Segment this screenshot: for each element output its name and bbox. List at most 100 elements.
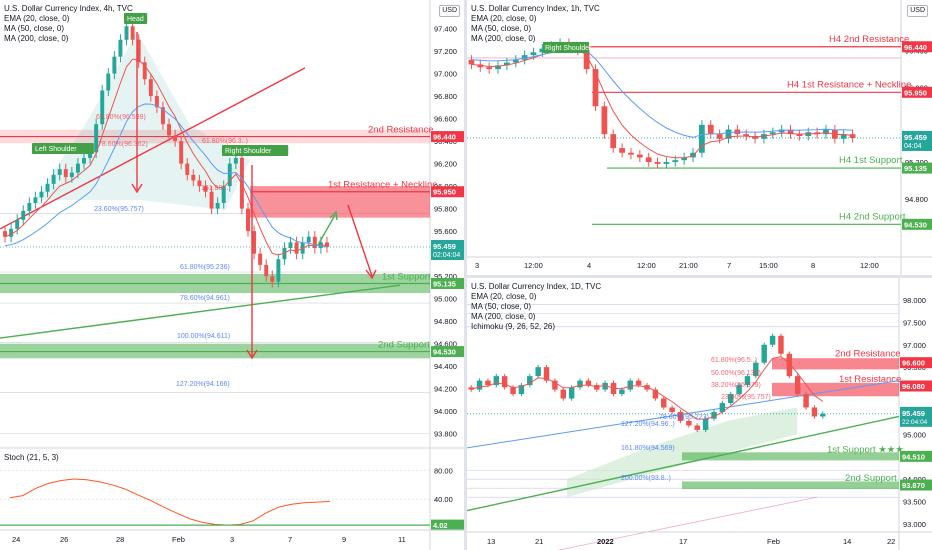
price-tag-bg [431,131,464,143]
h1-candle [654,162,661,164]
currency-badge[interactable]: USD [907,5,928,17]
x-tick-label: 3 [230,535,234,544]
neckline-trendline [0,284,401,339]
chart-panel-4h[interactable]: 97.40097.20097.00096.80096.60096.40096.2… [0,0,464,550]
d1-candle [476,380,483,390]
currency-badge[interactable]: USD [439,5,460,17]
h4-candle [57,169,62,175]
y-tick-label: 96.600 [434,115,457,124]
h1-candle [645,157,652,163]
d1-candle [602,382,608,390]
h4-candle [258,253,263,265]
x-tick-label: 12:00 [637,261,656,270]
d1-candle [527,376,533,386]
y-tick-label: 97.400 [434,25,457,34]
legend-ema: EMA (20, close, 0) [4,14,70,23]
chart-1d-legend: U.S. Dollar Currency Index, 1D, TVC EMA … [471,282,601,332]
h4-candle [276,259,281,282]
h4-candle [51,174,56,184]
price-tag-bg [900,450,932,462]
target-arrow-head [246,349,258,360]
legend-ma50: MA (50, close, 0) [4,24,65,33]
chart-panel-1d[interactable]: 98.00097.50097.00096.50095.50095.00094.5… [467,278,932,550]
d1-candle [585,380,592,386]
x-tick-label: 7 [727,261,731,270]
d1-candle [543,367,550,381]
chart-4h-canvas[interactable]: 97.40097.20097.00096.80096.60096.40096.2… [0,0,464,550]
y-tick-label: 95.600 [434,227,457,236]
d1-candle [744,376,751,386]
price-tag: 93.870 [902,481,925,490]
stoch-label: Stoch (21, 5, 3) [4,453,59,462]
h4-candle [3,231,8,237]
h4-candle [100,90,105,125]
legend-ema: EMA (20, close, 0) [471,292,537,301]
h4-candle [191,174,196,181]
last-price-tag-bg [902,130,932,151]
y-tick-label: 94.600 [434,340,457,349]
d1-candle [518,385,525,395]
h4-candle [282,248,287,260]
fib-label: 161.80%(94.569) [621,445,675,452]
h1-candle [690,152,696,158]
d1-candle [711,411,717,419]
d1-candle [736,385,742,395]
h4-candle [160,107,165,125]
h4-candle [312,236,317,249]
price-tag-bg [431,186,464,198]
panel-divider-vertical [464,0,467,550]
level-label: H4 2nd Resistance [829,34,909,45]
price-tag-bg [431,277,464,289]
x-tick-label: 13 [487,537,495,546]
ema-line [4,58,328,256]
h4-candle [106,73,111,91]
y-tick-label: 93.000 [903,520,926,529]
h1-candle [610,134,617,149]
ma50-line [4,103,328,248]
chart-1d-canvas[interactable]: 98.00097.50097.00096.50095.50095.00094.5… [467,278,932,550]
fib-label: 78.60%(96.362) [98,141,148,148]
pattern-label: Right Shoulder [545,45,592,52]
d1-candle [719,403,726,412]
h4-candle [154,96,159,108]
price-tag: 95.135 [433,279,456,288]
h4-candle [227,163,232,187]
legend-title: U.S. Dollar Currency Index, 1D, TVC [471,282,602,291]
h1-candle [796,134,803,137]
h4-candle [118,39,123,57]
h4-candle [69,172,74,178]
d1-candle [594,385,600,390]
level-label: 2nd Resistance [835,349,900,360]
panel-divider-horizontal [467,275,932,278]
h4-candle [82,157,86,164]
h1-candle [636,154,643,158]
y-tick-label: 95.000 [903,430,926,439]
h4-candle [221,186,226,203]
legend-ma200: MA (200, close, 0) [471,34,536,43]
h1-candle [787,129,794,135]
x-tick-label: 8 [811,261,815,270]
d1-candle [510,387,516,395]
legend-ma50: MA (50, close, 0) [471,302,532,311]
drop-arrow [347,204,373,277]
h1-candle [769,132,776,135]
h4-candle [15,219,20,229]
y-tick-label: 97.000 [434,70,457,79]
h1-candle [539,48,546,53]
d1-candle [568,387,575,399]
x-tick-label: 12:00 [524,261,543,270]
head-shoulders-shape [35,32,250,210]
measure-arrow-head [131,183,143,194]
fib-label: 100.00%(94.611) [177,333,230,340]
y-tick-label: 94.800 [905,195,928,204]
x-tick-label: 9 [342,535,346,544]
bounce-arrow-head [329,210,338,221]
fib-label: 61.80%(96.5..) [711,357,757,364]
h4-candle [294,242,299,254]
last-price-value: 95.459 [902,409,925,418]
fib-label: 127.20%(94.166) [176,381,230,388]
h1-candle [504,62,510,66]
level-label: H4 2nd Support [839,211,906,222]
